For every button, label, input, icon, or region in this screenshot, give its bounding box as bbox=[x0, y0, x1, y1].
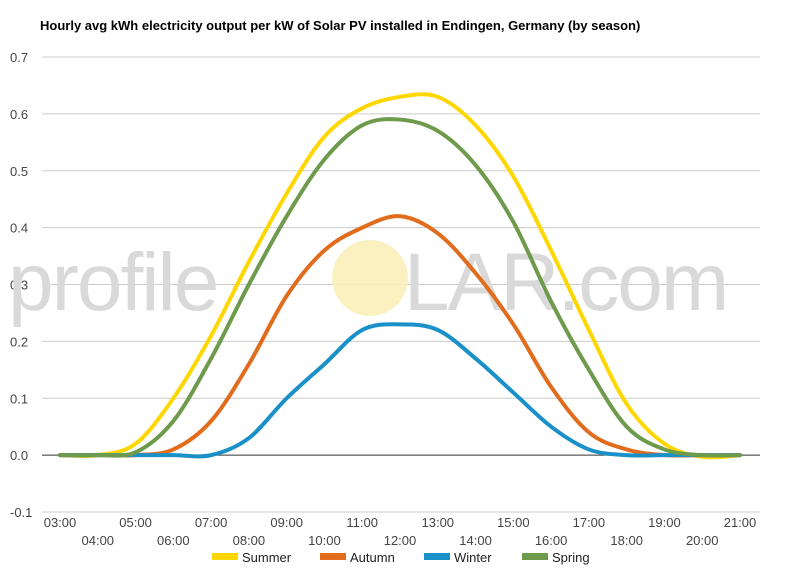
x-tick-label: 19:00 bbox=[648, 515, 681, 530]
series-line-winter bbox=[58, 322, 742, 459]
y-tick-label: 0.6 bbox=[10, 107, 28, 122]
y-tick-label: 0.5 bbox=[10, 164, 28, 179]
x-axis-ticks: 03:00 04:00 05:00 06:00 07:00 08:00 09:00 10:00… bbox=[44, 515, 757, 548]
legend-swatch-autumn bbox=[320, 553, 346, 560]
x-tick-label: 05:00 bbox=[119, 515, 152, 530]
legend-label: Summer bbox=[242, 550, 292, 565]
x-tick-label: 12:00 bbox=[384, 533, 417, 548]
x-tick-label: 10:00 bbox=[308, 533, 341, 548]
y-tick-label: 0.2 bbox=[10, 334, 28, 349]
y-tick-label: 0.1 bbox=[10, 391, 28, 406]
legend-swatch-winter bbox=[424, 553, 450, 560]
x-tick-label: 20:00 bbox=[686, 533, 719, 548]
y-axis-ticks: -0.1 0.0 0.1 0.2 0.3 0.4 0.5 0.6 0.7 bbox=[10, 50, 32, 520]
x-tick-label: 15:00 bbox=[497, 515, 530, 530]
x-tick-label: 14:00 bbox=[459, 533, 492, 548]
y-tick-label: 0.3 bbox=[10, 278, 28, 293]
x-tick-label: 13:00 bbox=[422, 515, 455, 530]
legend-swatch-spring bbox=[522, 553, 548, 560]
legend-swatch-summer bbox=[212, 553, 238, 560]
legend-label: Spring bbox=[552, 550, 590, 565]
x-tick-label: 03:00 bbox=[44, 515, 77, 530]
x-tick-label: 06:00 bbox=[157, 533, 190, 548]
x-tick-label: 18:00 bbox=[610, 533, 643, 548]
legend-label: Winter bbox=[454, 550, 492, 565]
y-tick-label: -0.1 bbox=[10, 505, 32, 520]
series-line-summer bbox=[58, 92, 742, 460]
series-lines bbox=[58, 92, 742, 460]
svg-text:profile: profile bbox=[8, 237, 217, 328]
x-tick-label: 17:00 bbox=[573, 515, 606, 530]
x-tick-label: 07:00 bbox=[195, 515, 228, 530]
legend: Summer Autumn Winter Spring bbox=[212, 550, 590, 565]
x-tick-label: 04:00 bbox=[82, 533, 115, 548]
y-tick-label: 0.7 bbox=[10, 50, 28, 65]
x-tick-label: 09:00 bbox=[270, 515, 303, 530]
chart-title: Hourly avg kWh electricity output per kW… bbox=[40, 18, 641, 33]
legend-label: Autumn bbox=[350, 550, 395, 565]
series-line-spring bbox=[58, 117, 742, 458]
x-tick-label: 16:00 bbox=[535, 533, 568, 548]
x-tick-label: 21:00 bbox=[724, 515, 757, 530]
x-tick-label: 08:00 bbox=[233, 533, 266, 548]
profilesolar-watermark: profile LAR.com bbox=[8, 237, 729, 328]
series-line-autumn bbox=[58, 214, 742, 458]
y-tick-label: 0.4 bbox=[10, 221, 28, 236]
y-tick-label: 0.0 bbox=[10, 448, 28, 463]
x-tick-label: 11:00 bbox=[346, 515, 378, 530]
